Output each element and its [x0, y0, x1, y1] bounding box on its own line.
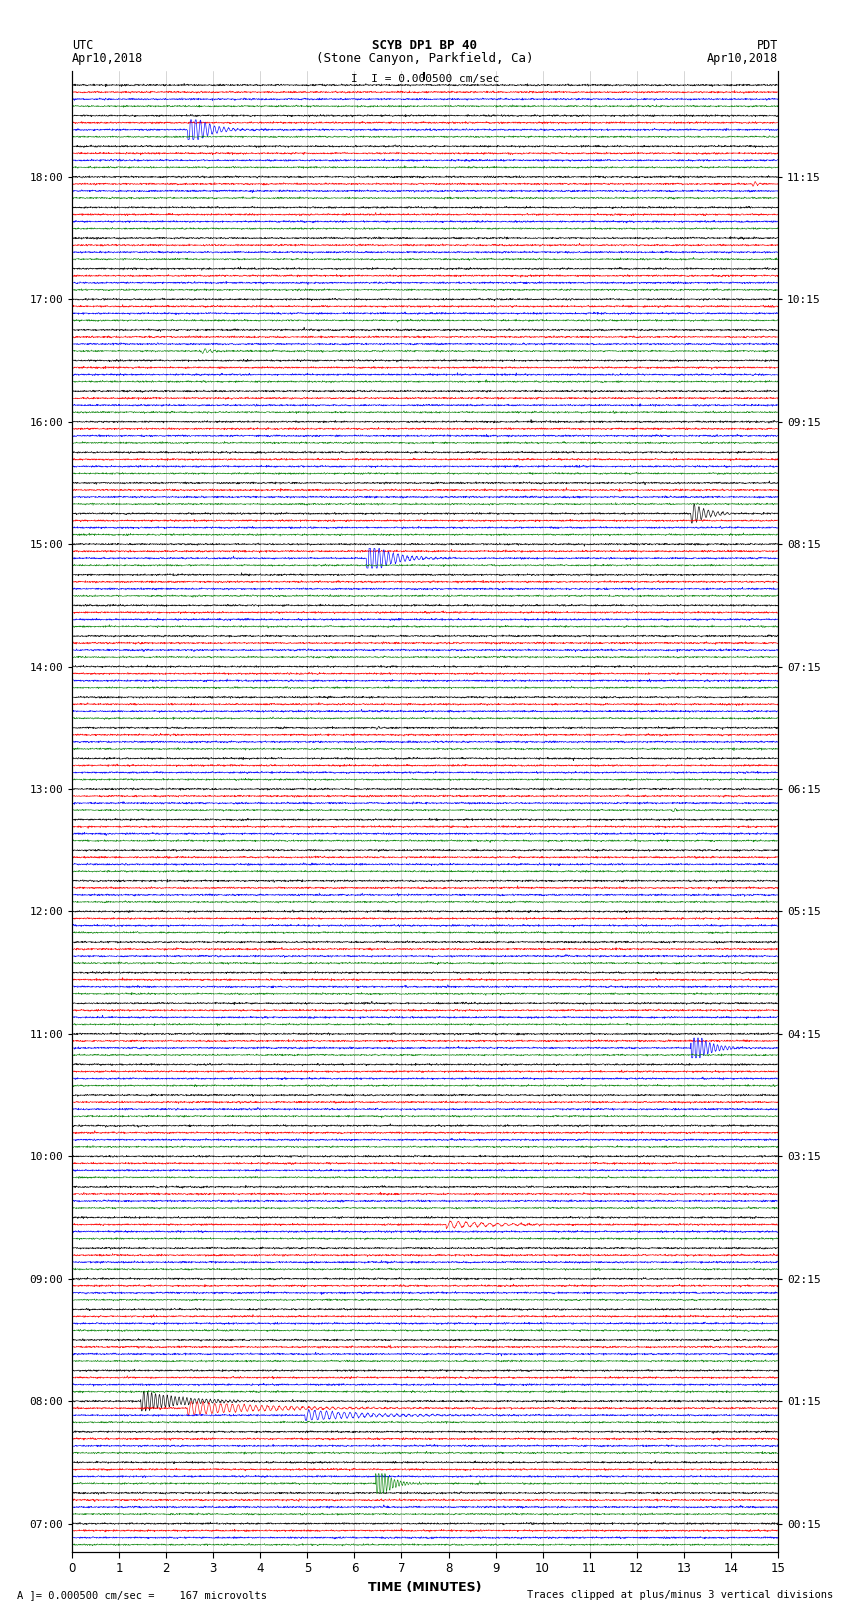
Text: UTC: UTC	[72, 39, 94, 52]
Text: SCYB DP1 BP 40: SCYB DP1 BP 40	[372, 39, 478, 52]
Text: I  I = 0.000500 cm/sec: I I = 0.000500 cm/sec	[351, 74, 499, 84]
Text: Apr10,2018: Apr10,2018	[72, 52, 144, 65]
Text: Traces clipped at plus/minus 3 vertical divisions: Traces clipped at plus/minus 3 vertical …	[527, 1590, 833, 1600]
Text: PDT: PDT	[756, 39, 778, 52]
X-axis label: TIME (MINUTES): TIME (MINUTES)	[368, 1581, 482, 1594]
Text: (Stone Canyon, Parkfield, Ca): (Stone Canyon, Parkfield, Ca)	[316, 52, 534, 65]
Text: A ]= 0.000500 cm/sec =    167 microvolts: A ]= 0.000500 cm/sec = 167 microvolts	[17, 1590, 267, 1600]
Text: Apr10,2018: Apr10,2018	[706, 52, 778, 65]
